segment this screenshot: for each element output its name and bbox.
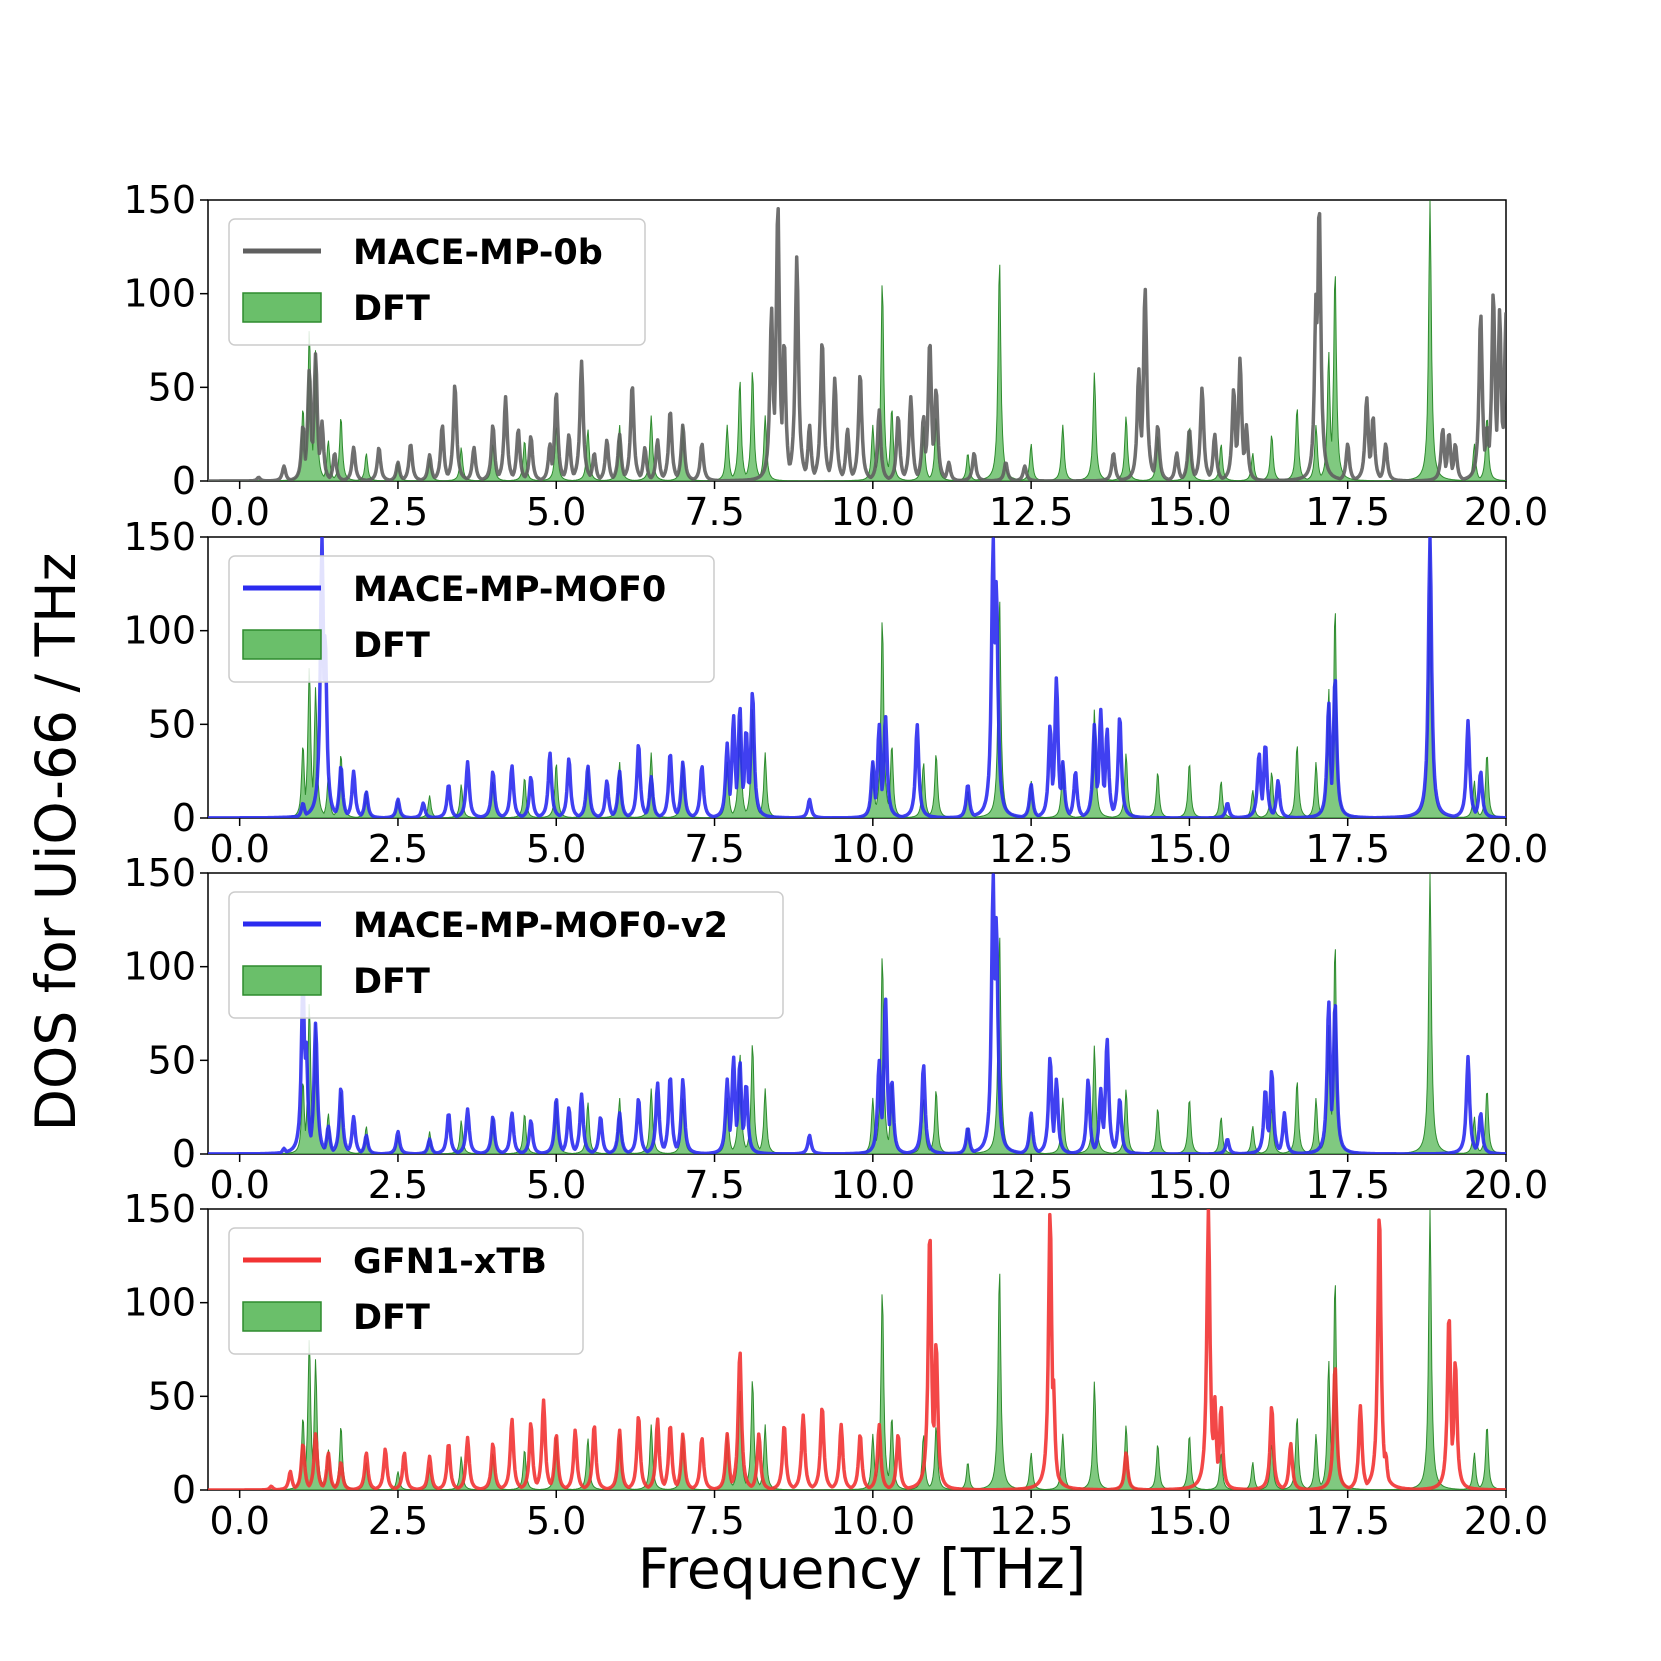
x-ticks: 0.0 2.5 5.0 7.5 10.0 12.5 15.0 17.5 20.0 xyxy=(209,1154,1548,1207)
x-tick-label: 10.0 xyxy=(831,1163,916,1207)
panel-mace-mp-0b: 0.0 2.5 5.0 7.5 10.0 12.5 15.0 17.5 20.0 0 50 100 1… xyxy=(123,178,1548,534)
x-tick-label: 15.0 xyxy=(1147,490,1232,534)
legend-label-model: MACE-MP-0b xyxy=(353,233,603,273)
model-dos-line xyxy=(208,1209,1506,1490)
x-tick-label: 15.0 xyxy=(1147,1499,1232,1543)
model-line xyxy=(208,537,1506,818)
y-tick-label: 0 xyxy=(172,1132,196,1176)
legend-label-model: MACE-MP-MOF0-v2 xyxy=(353,906,728,946)
y-tick-label: 50 xyxy=(148,365,196,409)
x-tick-label: 20.0 xyxy=(1464,1499,1549,1543)
y-tick-label: 150 xyxy=(123,1187,196,1231)
y-tick-label: 0 xyxy=(172,459,196,503)
y-tick-label: 50 xyxy=(148,1038,196,1082)
legend-frame xyxy=(228,555,715,683)
model-dos-line xyxy=(208,873,1506,1154)
legend: MACE-MP-MOF0-v2 DFT xyxy=(228,891,784,1019)
y-tick-label: 100 xyxy=(123,945,196,989)
legend-label-model: MACE-MP-MOF0 xyxy=(353,570,666,610)
x-tick-label: 2.5 xyxy=(368,1163,428,1207)
x-tick-label: 17.5 xyxy=(1305,490,1390,534)
legend-swatch-dft xyxy=(242,292,322,323)
x-tick-label: 5.0 xyxy=(526,1163,586,1207)
x-axis-title: Frequency [THz] xyxy=(638,1537,1086,1601)
y-tick-label: 100 xyxy=(123,609,196,653)
x-tick-label: 2.5 xyxy=(368,490,428,534)
y-ticks: 0 50 100 150 xyxy=(123,515,208,840)
y-ticks: 0 50 100 150 xyxy=(123,1187,208,1512)
x-tick-label: 7.5 xyxy=(684,1499,744,1543)
x-tick-label: 7.5 xyxy=(684,1163,744,1207)
panel-mace-mp-mof0: 0.0 2.5 5.0 7.5 10.0 12.5 15.0 17.5 20.0 0 50 100 1… xyxy=(123,515,1548,871)
x-tick-label: 15.0 xyxy=(1147,827,1232,871)
model-dos-line xyxy=(208,537,1506,818)
x-tick-label: 0.0 xyxy=(209,1163,269,1207)
y-tick-label: 50 xyxy=(148,702,196,746)
x-ticks: 0.0 2.5 5.0 7.5 10.0 12.5 15.0 17.5 20.0 xyxy=(209,481,1548,534)
x-tick-label: 20.0 xyxy=(1464,1163,1549,1207)
x-tick-label: 0.0 xyxy=(209,827,269,871)
x-tick-label: 12.5 xyxy=(989,490,1074,534)
x-tick-label: 17.5 xyxy=(1305,1163,1390,1207)
legend: MACE-MP-MOF0 DFT xyxy=(228,555,715,683)
y-tick-label: 0 xyxy=(172,1468,196,1512)
x-tick-label: 2.5 xyxy=(368,1499,428,1543)
legend: GFN1-xTB DFT xyxy=(228,1227,584,1355)
legend-swatch-dft xyxy=(242,629,322,660)
panel-gfn1-xtb: 0.0 2.5 5.0 7.5 10.0 12.5 15.0 17.5 20.0 0 50 100 1… xyxy=(123,1187,1548,1543)
y-tick-label: 150 xyxy=(123,515,196,559)
x-tick-label: 12.5 xyxy=(989,1163,1074,1207)
x-tick-label: 5.0 xyxy=(526,1499,586,1543)
legend: MACE-MP-0b DFT xyxy=(228,218,646,346)
x-tick-label: 17.5 xyxy=(1305,827,1390,871)
panel-mace-mp-mof0-v2: 0.0 2.5 5.0 7.5 10.0 12.5 15.0 17.5 20.0 0 50 100 1… xyxy=(123,851,1548,1207)
x-tick-label: 0.0 xyxy=(209,490,269,534)
model-line xyxy=(208,873,1506,1154)
x-ticks: 0.0 2.5 5.0 7.5 10.0 12.5 15.0 17.5 20.0 xyxy=(209,818,1548,871)
y-tick-label: 150 xyxy=(123,851,196,895)
y-tick-label: 0 xyxy=(172,796,196,840)
y-tick-label: 50 xyxy=(148,1374,196,1418)
model-line xyxy=(208,1209,1506,1490)
y-tick-label: 100 xyxy=(123,272,196,316)
legend-label-model: GFN1-xTB xyxy=(353,1242,547,1282)
x-tick-label: 7.5 xyxy=(684,490,744,534)
x-tick-label: 17.5 xyxy=(1305,1499,1390,1543)
model-line xyxy=(208,206,1506,481)
y-ticks: 0 50 100 150 xyxy=(123,178,208,503)
legend-swatch-dft xyxy=(242,965,322,996)
x-ticks: 0.0 2.5 5.0 7.5 10.0 12.5 15.0 17.5 20.0 xyxy=(209,1490,1548,1543)
x-tick-label: 7.5 xyxy=(684,827,744,871)
x-tick-label: 10.0 xyxy=(831,490,916,534)
y-tick-label: 150 xyxy=(123,178,196,222)
x-tick-label: 12.5 xyxy=(989,827,1074,871)
legend-label-dft: DFT xyxy=(353,1298,430,1338)
legend-frame xyxy=(228,218,646,346)
x-tick-label: 15.0 xyxy=(1147,1163,1232,1207)
x-tick-label: 5.0 xyxy=(526,490,586,534)
legend-swatch-dft xyxy=(242,1301,322,1332)
legend-label-dft: DFT xyxy=(353,289,430,329)
x-tick-label: 2.5 xyxy=(368,827,428,871)
x-tick-label: 20.0 xyxy=(1464,827,1549,871)
x-tick-label: 20.0 xyxy=(1464,490,1549,534)
legend-frame xyxy=(228,891,784,1019)
legend-label-dft: DFT xyxy=(353,962,430,1002)
x-tick-label: 10.0 xyxy=(831,827,916,871)
y-tick-label: 100 xyxy=(123,1281,196,1325)
y-axis-title: DOS for UiO-66 / THz xyxy=(24,553,88,1132)
x-tick-label: 10.0 xyxy=(831,1499,916,1543)
legend-label-dft: DFT xyxy=(353,626,430,666)
x-tick-label: 0.0 xyxy=(209,1499,269,1543)
x-tick-label: 12.5 xyxy=(989,1499,1074,1543)
x-tick-label: 5.0 xyxy=(526,827,586,871)
y-ticks: 0 50 100 150 xyxy=(123,851,208,1176)
model-dos-line xyxy=(208,206,1506,481)
